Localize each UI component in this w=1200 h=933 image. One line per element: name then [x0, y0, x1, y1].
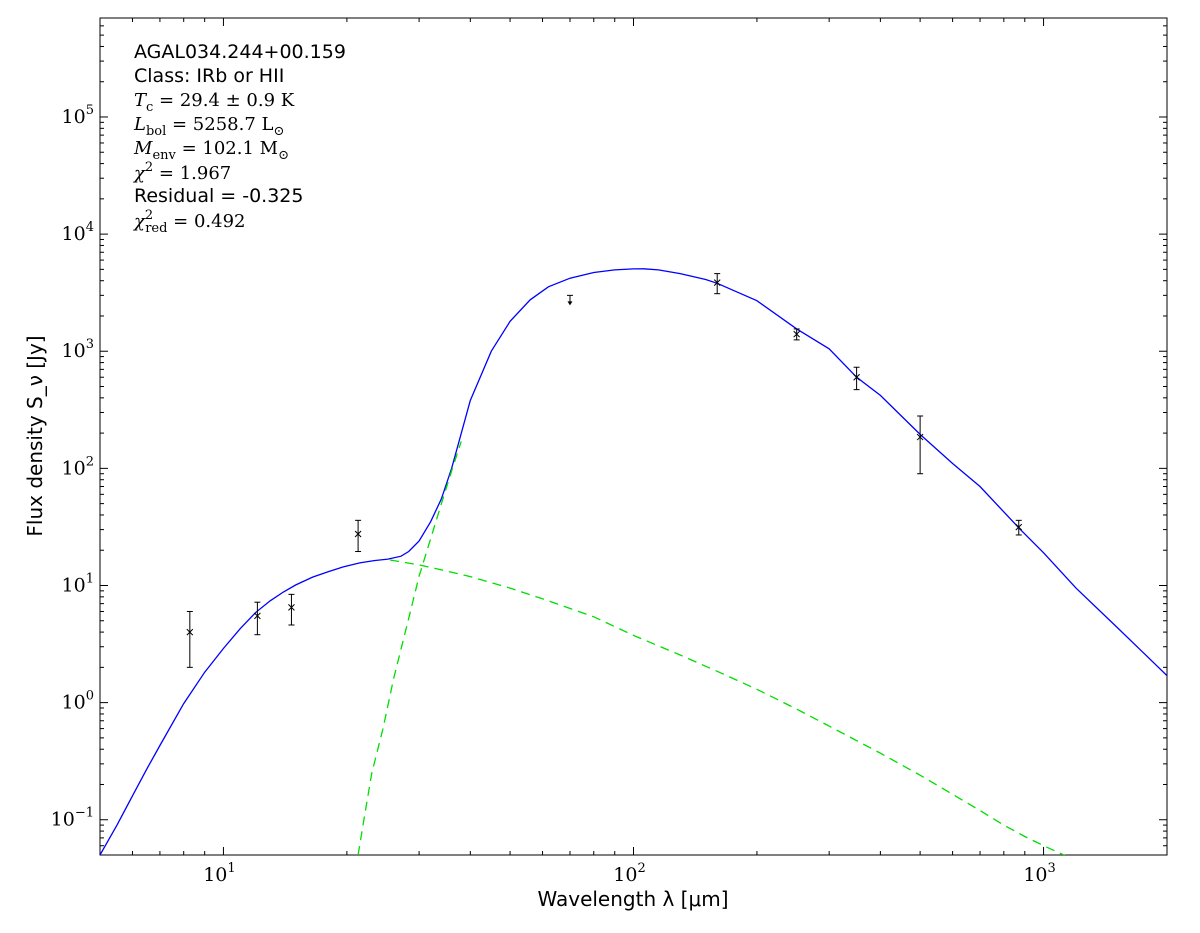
y-tick-label: 103	[62, 337, 94, 362]
x-tick-label: 101	[203, 861, 235, 886]
series-layer	[100, 268, 1167, 855]
upper-limit	[566, 294, 573, 306]
data-point	[254, 601, 261, 636]
y-axis-title: Flux density S_ν [Jy]	[23, 335, 47, 536]
x-tick-label: 102	[613, 861, 645, 886]
tick-labels: 101 102 103 10−1 100 101 102 103 104 105	[51, 103, 1056, 886]
point-marker	[793, 330, 801, 338]
data-point	[1015, 519, 1023, 536]
source-name: AGAL034.244+00.159	[134, 41, 346, 63]
point-marker	[916, 433, 924, 441]
lbol-line: Lbol = 5258.7 L⊙	[133, 114, 284, 139]
tc-line: Tc = 29.4 ± 0.9 K	[134, 90, 295, 115]
data-point	[186, 610, 194, 668]
residual-line: Residual = -0.325	[134, 185, 304, 207]
axis-ticks	[99, 17, 1168, 856]
y-tick-label: 105	[62, 103, 94, 128]
chi2-line: χ2 = 1.967	[132, 160, 231, 184]
data-points	[186, 273, 1023, 668]
point-marker	[254, 612, 261, 620]
class-line: Class: IRb or HII	[134, 65, 284, 87]
x-tick-label: 103	[1023, 861, 1055, 886]
data-point	[288, 593, 295, 626]
y-tick-label: 100	[62, 689, 94, 714]
chi2red-line: χ2 red = 0.492	[132, 208, 246, 236]
data-point	[916, 415, 924, 475]
limit-arrow	[567, 301, 573, 306]
point-marker	[288, 604, 295, 611]
y-tick-label: 10−1	[51, 806, 94, 831]
y-tick-label: 102	[62, 454, 94, 479]
point-marker	[1015, 523, 1023, 531]
y-tick-label: 104	[62, 220, 94, 245]
x-axis-title: Wavelength λ [μm]	[537, 887, 728, 911]
point-marker	[713, 279, 721, 287]
total-fit-curve	[100, 268, 1167, 855]
point-marker	[186, 628, 194, 636]
data-point	[853, 366, 860, 391]
data-point	[713, 273, 721, 295]
plot-area	[99, 17, 1168, 856]
menv-line: Menv = 102.1 M⊙	[133, 138, 289, 163]
point-marker	[354, 530, 362, 538]
model-component-curve	[389, 559, 1066, 855]
data-point	[354, 519, 362, 553]
point-marker	[853, 373, 860, 381]
annotation-block: AGAL034.244+00.159 Class: IRb or HII Tc …	[132, 41, 346, 236]
y-tick-label: 101	[62, 571, 94, 596]
data-point	[793, 328, 801, 341]
model-component-curve	[357, 441, 462, 855]
